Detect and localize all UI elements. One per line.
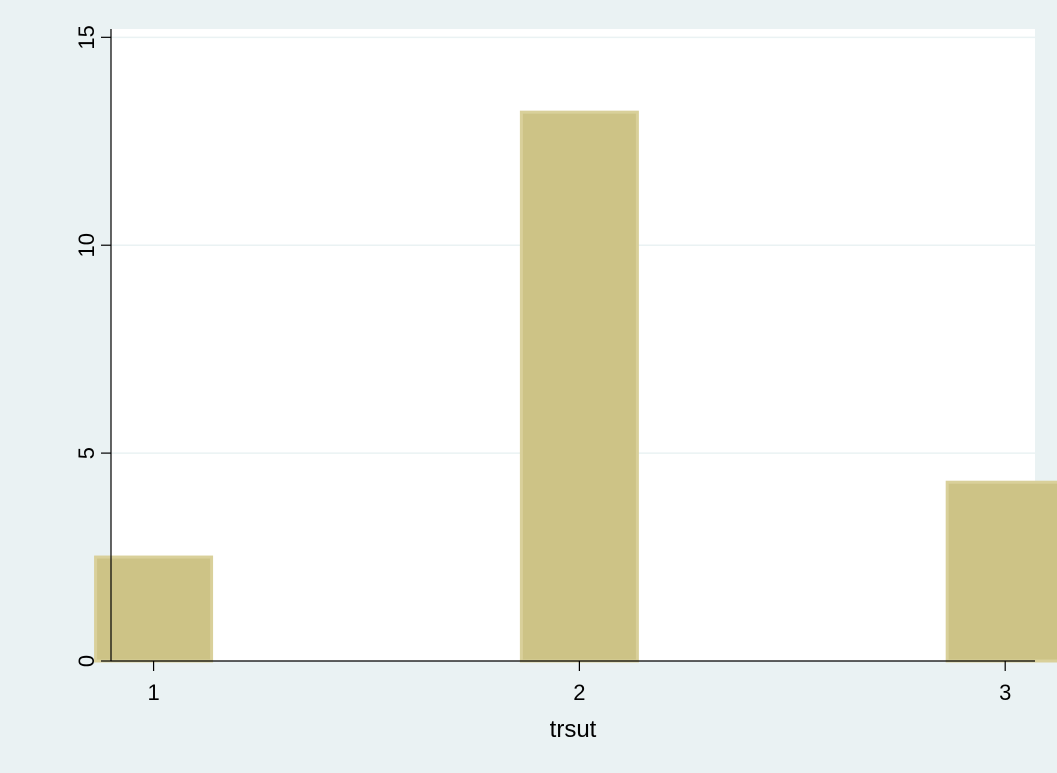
- bar: [945, 480, 1057, 663]
- x-tick-label: 3: [999, 680, 1011, 705]
- x-axis-ticks: 1 2 3: [147, 661, 1011, 705]
- y-tick-label: 10: [74, 233, 99, 257]
- x-tick-label: 2: [573, 680, 585, 705]
- y-tick-label: 15: [74, 25, 99, 49]
- y-axis-ticks: 0 5 10 15: [74, 25, 111, 667]
- y-tick-label: 0: [74, 655, 99, 667]
- x-axis-title: trsut: [550, 716, 597, 743]
- bar: [94, 555, 214, 663]
- bar: [519, 110, 639, 663]
- y-tick-label: 5: [74, 447, 99, 459]
- x-tick-label: 1: [147, 680, 159, 705]
- bars: [94, 110, 1057, 663]
